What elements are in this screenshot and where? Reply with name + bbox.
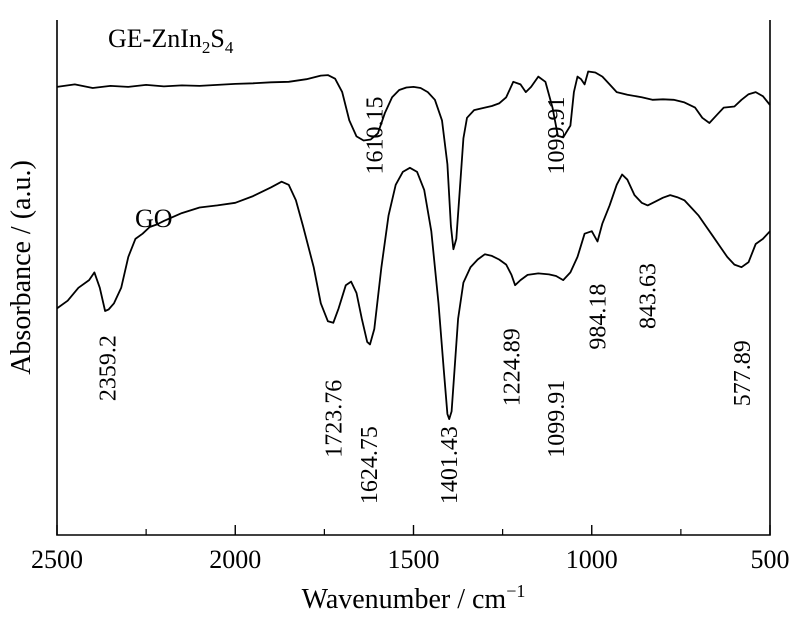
peak-annotation: 1099.91 — [544, 97, 570, 175]
axes: 2500 2000 1500 1000 500 Wavenumber / cm−1 Abso… — [6, 20, 790, 615]
peak-annotation: 2359.2 — [95, 335, 121, 401]
labels: GE-ZnIn2S4 GO 1610.15 1099.91 2359.2 1723.76 1… — [95, 24, 756, 504]
series-label-1: GO — [135, 204, 173, 233]
series-line-go — [56, 166, 771, 420]
x-tick-label: 1000 — [566, 545, 618, 574]
x-axis-title: Wavenumber / cm−1 — [302, 581, 526, 615]
x-axis-title-sup: −1 — [506, 581, 525, 601]
plot-frame — [56, 20, 771, 536]
series-label-text: GO — [135, 204, 173, 233]
series-label-subscript: 2 — [202, 38, 211, 57]
peak-annotation: 1723.76 — [322, 380, 348, 458]
y-axis-title: Absorbance / (a.u.) — [6, 160, 37, 375]
peak-annotation: 1401.43 — [437, 426, 463, 504]
series-label-0: GE-ZnIn2S4 — [108, 24, 234, 57]
x-axis-title-main: Wavenumber / cm — [302, 584, 507, 615]
peak-annotation: 984.18 — [586, 284, 612, 350]
peak-annotation: 1610.15 — [362, 97, 388, 175]
series-label-text: GE-ZnIn — [108, 24, 202, 53]
curves — [56, 70, 771, 420]
peak-annotation: 577.89 — [730, 340, 756, 406]
x-tick-label: 1500 — [388, 545, 440, 574]
series-label-subscript: 4 — [225, 38, 234, 57]
peak-annotation: 1624.75 — [357, 426, 383, 504]
peak-annotation: 843.63 — [636, 263, 662, 329]
x-tick-label: 500 — [751, 545, 790, 574]
series-line-ge-znin2s4 — [56, 70, 771, 251]
series-label-text: S — [210, 24, 224, 53]
x-tick-label: 2000 — [209, 545, 261, 574]
peak-annotation: 1224.89 — [500, 328, 526, 406]
x-tick-label: 2500 — [31, 545, 83, 574]
peak-annotation: 1099.91 — [544, 380, 570, 458]
